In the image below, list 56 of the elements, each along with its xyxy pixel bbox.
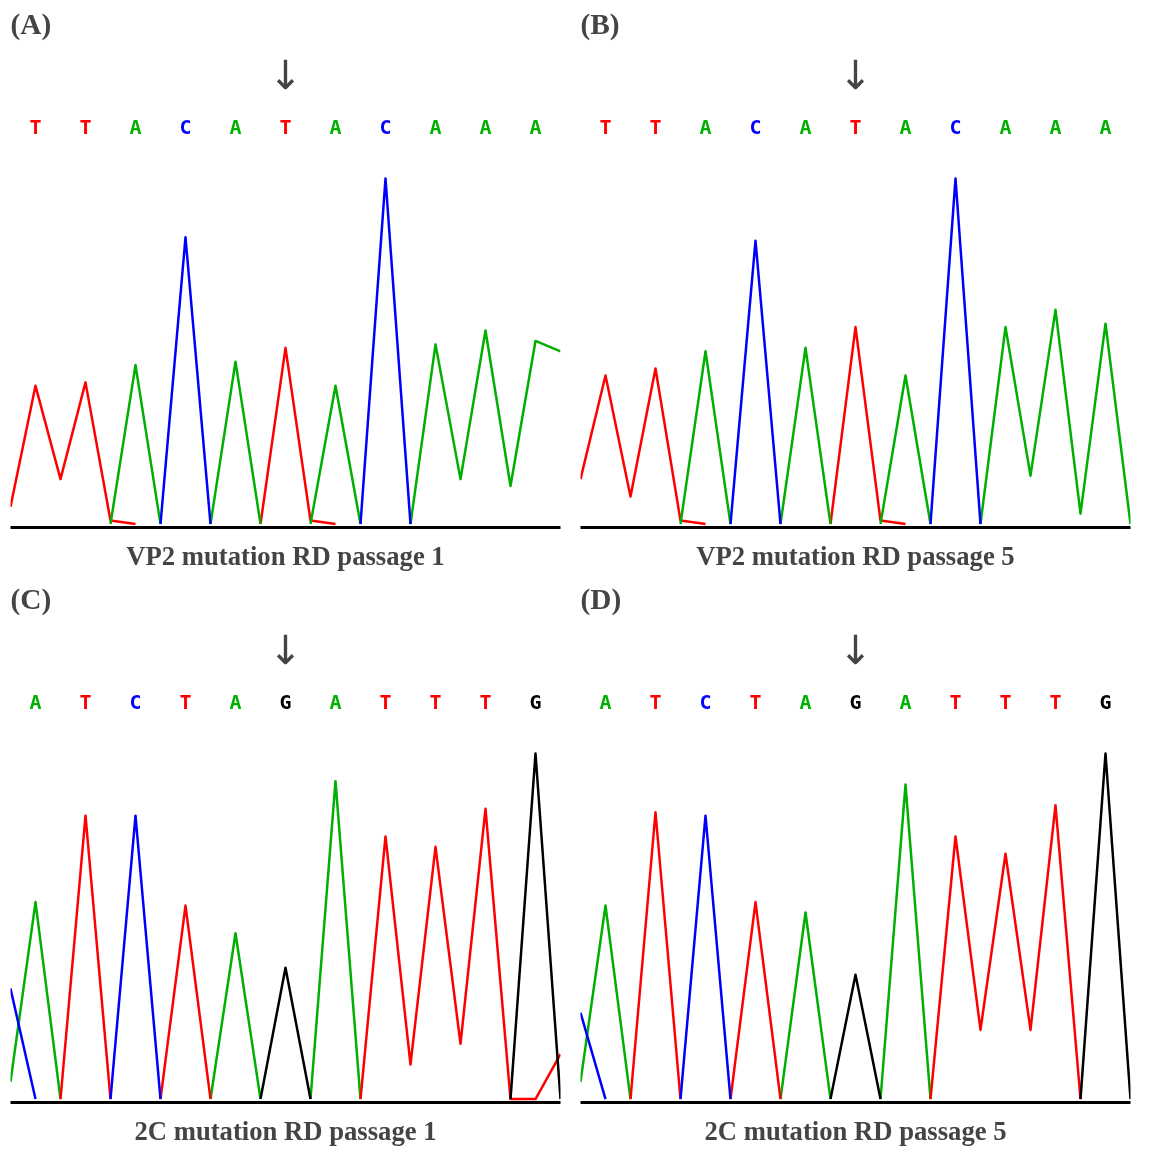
- x-tick-label: A: [29, 689, 42, 714]
- x-tick-label: A: [999, 114, 1012, 139]
- x-tick-label: A: [899, 114, 912, 139]
- x-tick-label: A: [329, 114, 342, 139]
- x-tick-label: A: [799, 114, 812, 139]
- x-tick-label: T: [479, 689, 492, 714]
- text: VP2 mutation RD passage 1: [126, 540, 445, 571]
- x-tick-label: T: [649, 114, 662, 139]
- x-tick-label: A: [1049, 114, 1062, 139]
- text: (B): [580, 7, 620, 41]
- x-tick-label: T: [79, 114, 92, 139]
- x-tick-label: T: [599, 114, 612, 139]
- x-tick-label: T: [749, 689, 762, 714]
- x-tick-label: A: [129, 114, 142, 139]
- x-tick-label: T: [1049, 689, 1062, 714]
- x-tick-label: A: [899, 689, 912, 714]
- text: ↓: [838, 51, 873, 98]
- x-tick-label: T: [949, 689, 962, 714]
- x-tick-label: G: [279, 689, 292, 714]
- text: (D): [580, 582, 622, 616]
- x-tick-label: C: [699, 689, 712, 714]
- x-tick-label: G: [1099, 689, 1112, 714]
- x-tick-label: C: [129, 689, 142, 714]
- x-tick-label: A: [229, 689, 242, 714]
- x-tick-label: T: [649, 689, 662, 714]
- text: (A): [10, 7, 52, 41]
- x-tick-label: T: [429, 689, 442, 714]
- x-tick-label: T: [179, 689, 192, 714]
- x-tick-label: A: [1099, 114, 1112, 139]
- x-tick-label: G: [849, 689, 862, 714]
- x-tick-label: C: [179, 114, 192, 139]
- x-tick-label: A: [229, 114, 242, 139]
- text: ↓: [268, 51, 303, 98]
- x-tick-label: C: [379, 114, 392, 139]
- x-tick-label: T: [379, 689, 392, 714]
- text: ↓: [838, 626, 873, 673]
- x-tick-label: A: [599, 689, 612, 714]
- x-tick-label: A: [479, 114, 492, 139]
- text: (C): [10, 582, 52, 616]
- x-tick-label: T: [79, 689, 92, 714]
- x-tick-label: A: [529, 114, 542, 139]
- x-tick-label: T: [999, 689, 1012, 714]
- x-tick-label: C: [749, 114, 762, 139]
- x-tick-label: C: [949, 114, 962, 139]
- x-tick-label: T: [29, 114, 42, 139]
- x-tick-label: A: [799, 689, 812, 714]
- text: ↓: [268, 626, 303, 673]
- x-tick-label: G: [529, 689, 542, 714]
- text: 2C mutation RD passage 1: [134, 1115, 437, 1146]
- x-tick-label: A: [329, 689, 342, 714]
- x-tick-label: T: [279, 114, 292, 139]
- text: VP2 mutation RD passage 5: [696, 540, 1015, 571]
- x-tick-label: T: [849, 114, 862, 139]
- x-tick-label: A: [429, 114, 442, 139]
- x-tick-label: A: [699, 114, 712, 139]
- text: 2C mutation RD passage 5: [704, 1115, 1007, 1146]
